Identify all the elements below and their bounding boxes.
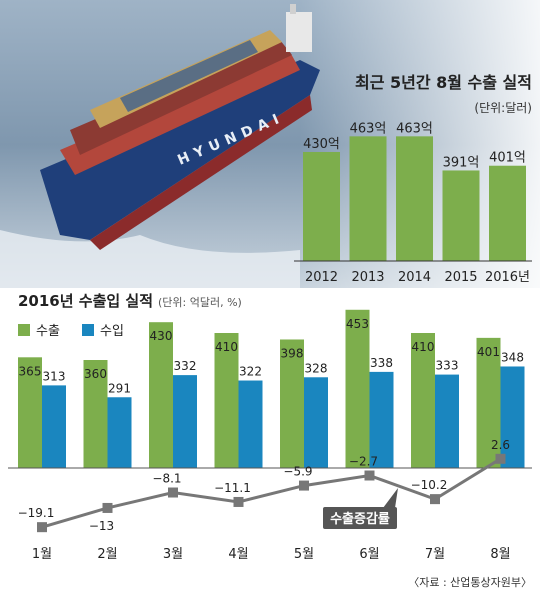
export-value-label: 360: [84, 367, 107, 381]
growth-marker: [102, 502, 113, 513]
bottom-chart-unit: (단위: 억달러, %): [158, 296, 242, 309]
import-value-label: 313: [43, 369, 66, 383]
top-bar-2013: [349, 136, 387, 261]
import-bar-5월: [304, 377, 328, 468]
growth-callout: 수출증감률: [323, 488, 398, 529]
growth-value-label: −10.2: [411, 478, 448, 492]
source-note: 〈자료 : 산업통상자원부〉: [408, 576, 532, 589]
growth-value-label: −2.7: [349, 455, 378, 469]
growth-value-label: −19.1: [18, 506, 55, 520]
growth-marker: [364, 470, 375, 481]
legend: 수출 수입: [18, 324, 124, 339]
import-value-label: 328: [305, 361, 328, 375]
bottom-x-labels: 1월 2월 3월 4월 5월 6월 7월 8월: [32, 547, 511, 562]
month-tick-label: 2월: [97, 547, 117, 562]
top-x-tick-label: 2015: [444, 270, 477, 285]
bottom-bars: 365 313 3602914303324103223983284533384103…: [18, 309, 525, 468]
top-bar-2014: [396, 136, 433, 261]
import-bar-6월: [369, 371, 394, 468]
export-bar-8월: [476, 337, 501, 468]
growth-value-label: −8.1: [152, 472, 181, 486]
import-bar-2월: [107, 397, 132, 468]
month-tick-label: 7월: [425, 547, 445, 562]
import-value-label: 338: [370, 356, 393, 370]
legend-label-imports: 수입: [100, 324, 124, 339]
month-tick-label: 1월: [32, 547, 52, 562]
top-chart-unit: (단위:달러): [474, 101, 532, 115]
top-x-labels: 2012 2013 2014 2015 2016년: [305, 270, 530, 285]
top-bar-value-label: 391억: [443, 155, 480, 170]
export-bar-6월: [345, 309, 370, 468]
legend-swatch-imports: [82, 324, 94, 336]
export-bar-2월: [83, 360, 108, 468]
top-bar-value-label: 430억: [303, 137, 340, 152]
import-value-label: 322: [239, 365, 262, 379]
growth-value-label: −13: [89, 519, 114, 533]
import-value-label: 291: [108, 381, 131, 395]
top-bar-2012: [303, 151, 340, 261]
top-chart-title: 최근 5년간 8월 수출 실적: [355, 73, 532, 92]
legend-swatch-exports: [18, 324, 30, 336]
export-bar-1월: [18, 357, 42, 468]
growth-value-label: −11.1: [214, 481, 251, 495]
bottom-chart-title: 2016년 수출입 실적: [18, 292, 153, 310]
import-bar-8월: [500, 366, 525, 468]
month-tick-label: 5월: [294, 547, 314, 562]
export-value-label: 410: [412, 340, 435, 354]
import-value-label: 333: [436, 359, 459, 373]
growth-value-label: −5.9: [283, 465, 312, 479]
top-x-tick-label: 2016년: [485, 270, 530, 285]
export-value-label: 410: [215, 340, 238, 354]
import-bar-3월: [173, 375, 197, 468]
growth-marker: [495, 453, 506, 464]
export-bar-5월: [280, 339, 304, 468]
export-bar-7월: [411, 333, 435, 468]
growth-marker: [37, 522, 47, 533]
growth-polyline: [41, 457, 502, 529]
export-value-label: 453: [346, 317, 369, 331]
top-bars: 430억 463억 463억 391억 401억: [303, 121, 526, 261]
legend-label-exports: 수출: [36, 324, 60, 339]
export-bar-4월: [214, 333, 239, 468]
top-bar-value-label: 463억: [396, 121, 433, 136]
export-value-label: 401: [477, 345, 500, 359]
import-bar-4월: [238, 380, 263, 468]
import-value-label: 332: [174, 359, 197, 373]
growth-callout-label: 수출증감률: [330, 511, 390, 527]
export-value-label: 365: [19, 364, 42, 378]
export-value-label: 430: [150, 329, 173, 343]
top-bar-value-label: 463억: [350, 121, 387, 136]
top-bar-value-label: 401억: [489, 151, 526, 166]
top-x-tick-label: 2014: [398, 270, 431, 285]
bottom-chart: 2016년 수출입 실적 (단위: 억달러, %) 수출 수입 365 313 36…: [8, 292, 532, 589]
growth-marker: [168, 487, 178, 498]
month-tick-label: 4월: [228, 547, 248, 562]
month-tick-label: 3월: [163, 547, 183, 562]
growth-value-label: 2.6: [491, 438, 510, 452]
growth-marker: [299, 480, 309, 491]
growth-callout-box: [323, 507, 397, 529]
month-tick-label: 6월: [359, 547, 379, 562]
top-x-tick-label: 2013: [351, 270, 384, 285]
import-bar-7월: [435, 374, 459, 468]
import-value-label: 348: [501, 350, 524, 364]
export-value-label: 398: [281, 346, 304, 360]
growth-marker: [233, 496, 244, 507]
import-bar-1월: [42, 385, 66, 468]
growth-line: −19.1 −13 −8.1 −11.1 −5.9 −2.7 −10.2 2.6: [18, 438, 510, 533]
top-bar-2015: [442, 170, 480, 261]
top-bar-2016년: [489, 165, 526, 261]
month-tick-label: 8월: [490, 547, 510, 562]
export-bar-3월: [149, 322, 173, 468]
growth-marker: [430, 494, 440, 505]
top-x-tick-label: 2012: [305, 270, 338, 285]
top-chart: 최근 5년간 8월 수출 실적 (단위:달러) 430억 463억 463억 391억…: [294, 73, 532, 285]
